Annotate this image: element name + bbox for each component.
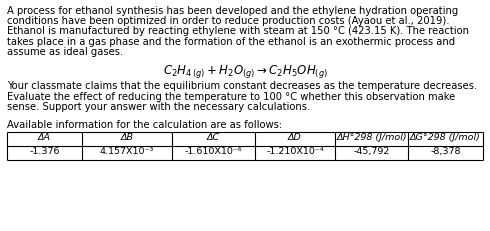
Text: ΔC: ΔC bbox=[207, 134, 220, 143]
Text: ΔG°298 (J/mol): ΔG°298 (J/mol) bbox=[410, 134, 481, 143]
Text: 4.157X10⁻³: 4.157X10⁻³ bbox=[100, 147, 154, 156]
Text: Your classmate claims that the equilibrium constant decreases as the temperature: Your classmate claims that the equilibri… bbox=[7, 82, 477, 91]
Text: -1.376: -1.376 bbox=[29, 147, 60, 156]
Text: -1.610X10⁻⁶: -1.610X10⁻⁶ bbox=[185, 147, 243, 156]
Text: ΔA: ΔA bbox=[38, 134, 51, 143]
Text: ΔB: ΔB bbox=[121, 134, 133, 143]
Text: takes place in a gas phase and the formation of the ethanol is an exothermic pro: takes place in a gas phase and the forma… bbox=[7, 36, 455, 47]
Text: assume as ideal gases.: assume as ideal gases. bbox=[7, 47, 123, 57]
Text: ΔH°298 (J/mol): ΔH°298 (J/mol) bbox=[336, 134, 407, 143]
Text: -1.210X10⁻⁴: -1.210X10⁻⁴ bbox=[266, 147, 324, 156]
Text: $C_2H_{4\,(g)} + H_2O_{(g)} \rightarrow C_2H_5OH_{(g)}$: $C_2H_{4\,(g)} + H_2O_{(g)} \rightarrow … bbox=[163, 63, 327, 80]
Text: -45,792: -45,792 bbox=[353, 147, 390, 156]
Text: A process for ethanol synthesis has been developed and the ethylene hydration op: A process for ethanol synthesis has been… bbox=[7, 6, 458, 16]
Text: ΔD: ΔD bbox=[288, 134, 302, 143]
Text: sense. Support your answer with the necessary calculations.: sense. Support your answer with the nece… bbox=[7, 102, 310, 112]
Text: -8,378: -8,378 bbox=[430, 147, 461, 156]
Text: Available information for the calculation are as follows:: Available information for the calculatio… bbox=[7, 120, 282, 130]
Text: Ethanol is manufactured by reacting ethylene with steam at 150 °C (423.15 K). Th: Ethanol is manufactured by reacting ethy… bbox=[7, 26, 469, 36]
Text: Evaluate the effect of reducing the temperature to 100 °C whether this observati: Evaluate the effect of reducing the temp… bbox=[7, 92, 455, 102]
Text: conditions have been optimized in order to reduce production costs (Ayaou et al.: conditions have been optimized in order … bbox=[7, 16, 449, 26]
